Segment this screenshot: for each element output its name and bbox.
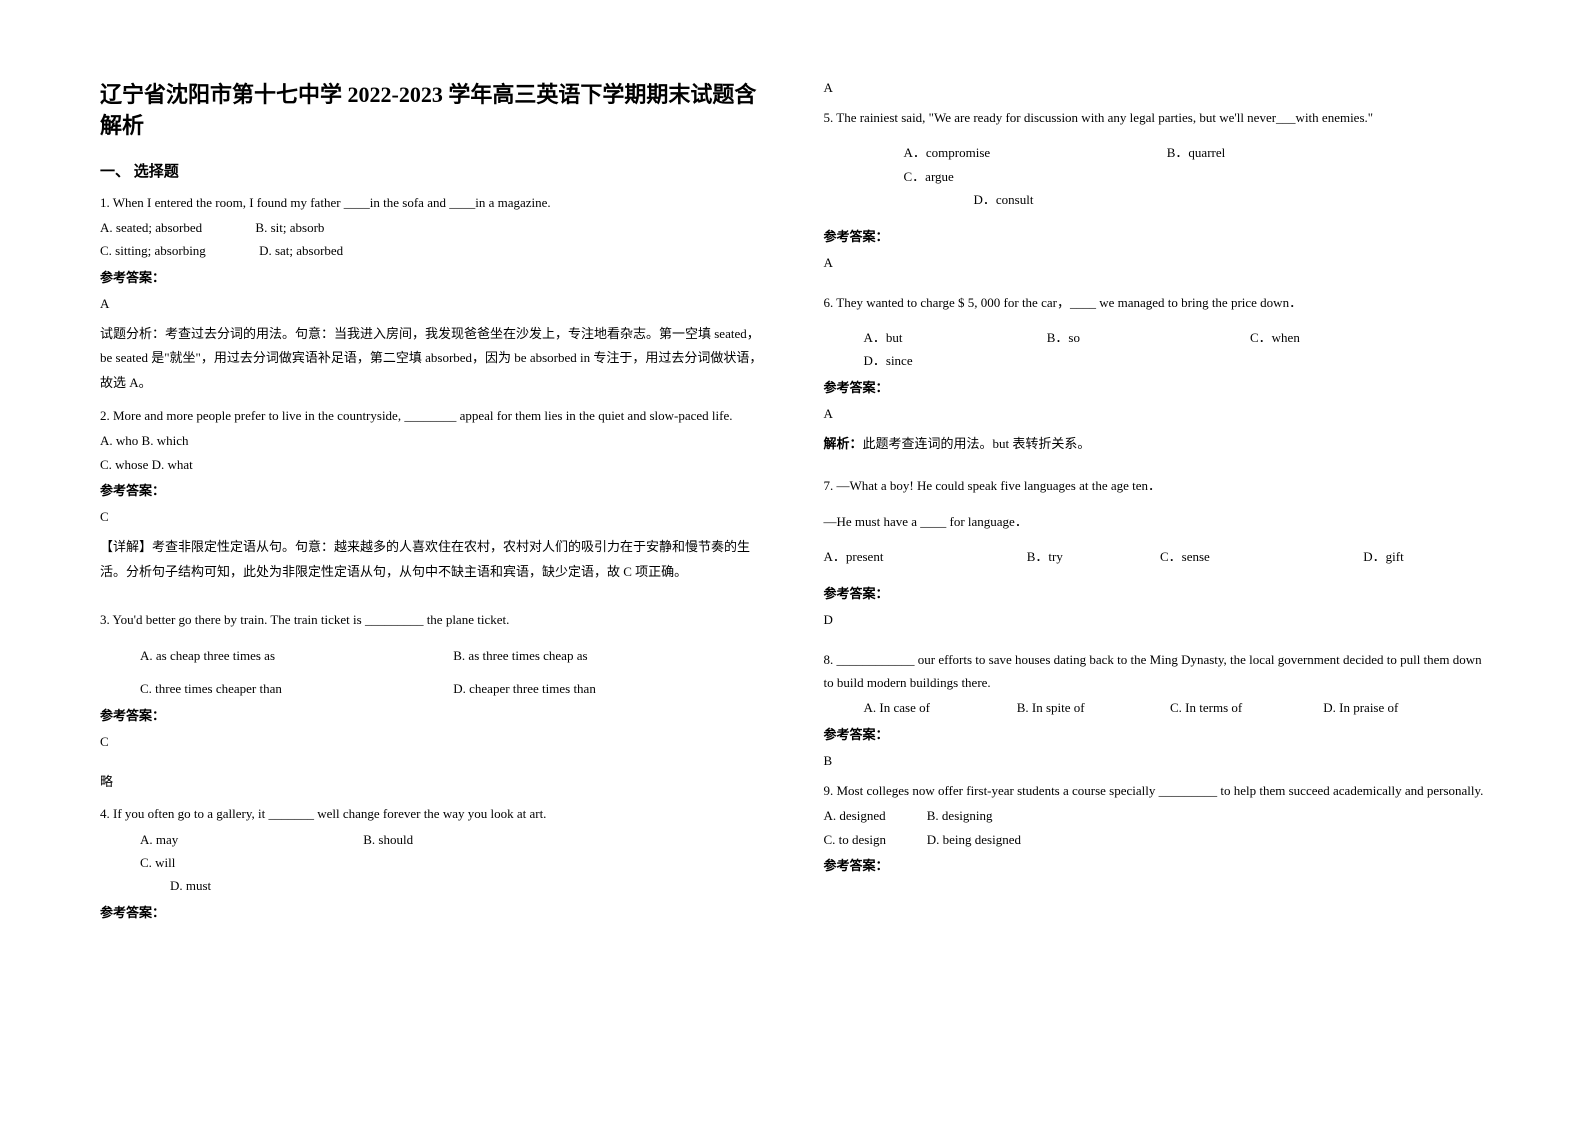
document-title: 辽宁省沈阳市第十七中学 2022-2023 学年高三英语下学期期末试题含解析 [100,80,764,142]
q1-opts-row1: A. seated; absorbed B. sit; absorb [100,216,764,239]
q3-answer: C [100,734,764,750]
q4-answer: A [824,80,1488,96]
q9-opt-c: C. to design [824,828,914,851]
q7-answer-label: 参考答案： [824,583,1488,602]
q4-opt-d: D. must [170,874,211,897]
q3-opts-row2: C. three times cheaper than D. cheaper t… [100,677,764,700]
q6-explanation-row: 解析：此题考查连词的用法。but 表转折关系。 [824,432,1488,457]
q1-answer-label: 参考答案： [100,267,764,286]
q4-opt-b: B. should [363,828,643,851]
q9-opts-row1: A. designed B. designing [824,804,1488,827]
q1-opt-c: C. sitting; absorbing [100,239,206,262]
q8-opt-b: B. In spite of [1017,696,1147,719]
q2-explanation: 【详解】考查非限定性定语从句。句意：越来越多的人喜欢住在农村，农村对人们的吸引力… [100,535,764,584]
section-heading: 一、 选择题 [100,160,764,181]
q1-explanation: 试题分析：考查过去分词的用法。句意：当我进入房间，我发现爸爸坐在沙发上，专注地看… [100,322,764,396]
q6-opt-c: C．when [1250,326,1390,349]
q2-opts-row1: A. who B. which [100,429,764,452]
q2-answer: C [100,509,764,525]
q7-opt-a: A．present [824,545,974,568]
q8-opts-row: A. In case of B. In spite of C. In terms… [824,696,1488,719]
q6-opt-d: D．since [864,349,913,372]
q5-opts-row1: A．compromise B．quarrel C．argue [824,141,1488,188]
q2-opts-row2: C. whose D. what [100,453,764,476]
q8-opt-d: D. In praise of [1323,696,1398,719]
q8-opt-a: A. In case of [864,696,994,719]
q7-opt-c: C．sense [1160,545,1310,568]
q3-opt-b: B. as three times cheap as [453,644,587,667]
q4-opts-row2: D. must [100,874,764,897]
q6-answer: A [824,406,1488,422]
q9-opt-b: B. designing [927,804,993,827]
q1-opts-row2: C. sitting; absorbing D. sat; absorbed [100,239,764,262]
q5-opt-b: B．quarrel [1167,141,1397,164]
q4-answer-label: 参考答案： [100,902,764,921]
q8-text: 8. ____________ our efforts to save hous… [824,648,1488,695]
q3-opt-d: D. cheaper three times than [453,677,596,700]
right-column: A 5. The rainiest said, "We are ready fo… [794,80,1488,1082]
q5-answer-label: 参考答案： [824,226,1488,245]
q9-opt-d: D. being designed [927,828,1021,851]
q7-answer: D [824,612,1488,628]
q4-opt-c: C. will [140,851,175,874]
q3-answer-label: 参考答案： [100,705,764,724]
q8-answer: B [824,753,1488,769]
q3-opt-c: C. three times cheaper than [140,677,400,700]
q5-opt-d: D．consult [974,188,1034,211]
q1-opt-b: B. sit; absorb [255,216,324,239]
q1-opt-a: A. seated; absorbed [100,216,202,239]
q2-answer-label: 参考答案： [100,480,764,499]
q4-opt-a: A. may [140,828,310,851]
q7-text-line2: —He must have a ____ for language． [824,510,1488,533]
q7-opts-row: A．present B．try C．sense D．gift [824,545,1488,568]
q2-text: 2. More and more people prefer to live i… [100,404,764,427]
left-column: 辽宁省沈阳市第十七中学 2022-2023 学年高三英语下学期期末试题含解析 一… [100,80,794,1082]
q1-text: 1. When I entered the room, I found my f… [100,191,764,214]
q7-opt-b: B．try [1027,545,1127,568]
q9-text: 9. Most colleges now offer first-year st… [824,779,1488,802]
q6-opt-a: A．but [864,326,994,349]
q8-answer-label: 参考答案： [824,724,1488,743]
q8-opt-c: C. In terms of [1170,696,1300,719]
q6-opt-b: B．so [1047,326,1197,349]
q5-answer: A [824,255,1488,271]
q4-opts-row: A. may B. should C. will [100,828,764,875]
q3-opt-a: A. as cheap three times as [140,644,400,667]
q3-note: 略 [100,770,764,795]
q5-opt-c: C．argue [904,165,954,188]
q6-explanation-label: 解析： [824,436,863,451]
q3-text: 3. You'd better go there by train. The t… [100,608,764,631]
q4-text: 4. If you often go to a gallery, it ____… [100,802,764,825]
q6-explanation: 此题考查连词的用法。but 表转折关系。 [863,436,1091,451]
q3-opts-row1: A. as cheap three times as B. as three t… [100,644,764,667]
q9-answer-label: 参考答案： [824,855,1488,874]
q1-answer: A [100,296,764,312]
q5-text: 5. The rainiest said, "We are ready for … [824,106,1488,129]
q6-opts-row: A．but B．so C．when D．since [824,326,1488,373]
q5-opt-a: A．compromise [904,141,1114,164]
q6-text: 6. They wanted to charge $ 5, 000 for th… [824,291,1488,314]
q9-opts-row2: C. to design D. being designed [824,828,1488,851]
q1-opt-d: D. sat; absorbed [259,239,343,262]
q9-opt-a: A. designed [824,804,914,827]
q7-opt-d: D．gift [1363,545,1403,568]
q6-answer-label: 参考答案： [824,377,1488,396]
q7-text-line1: 7. —What a boy! He could speak five lang… [824,474,1488,497]
q5-opts-row2: D．consult [824,188,1488,211]
